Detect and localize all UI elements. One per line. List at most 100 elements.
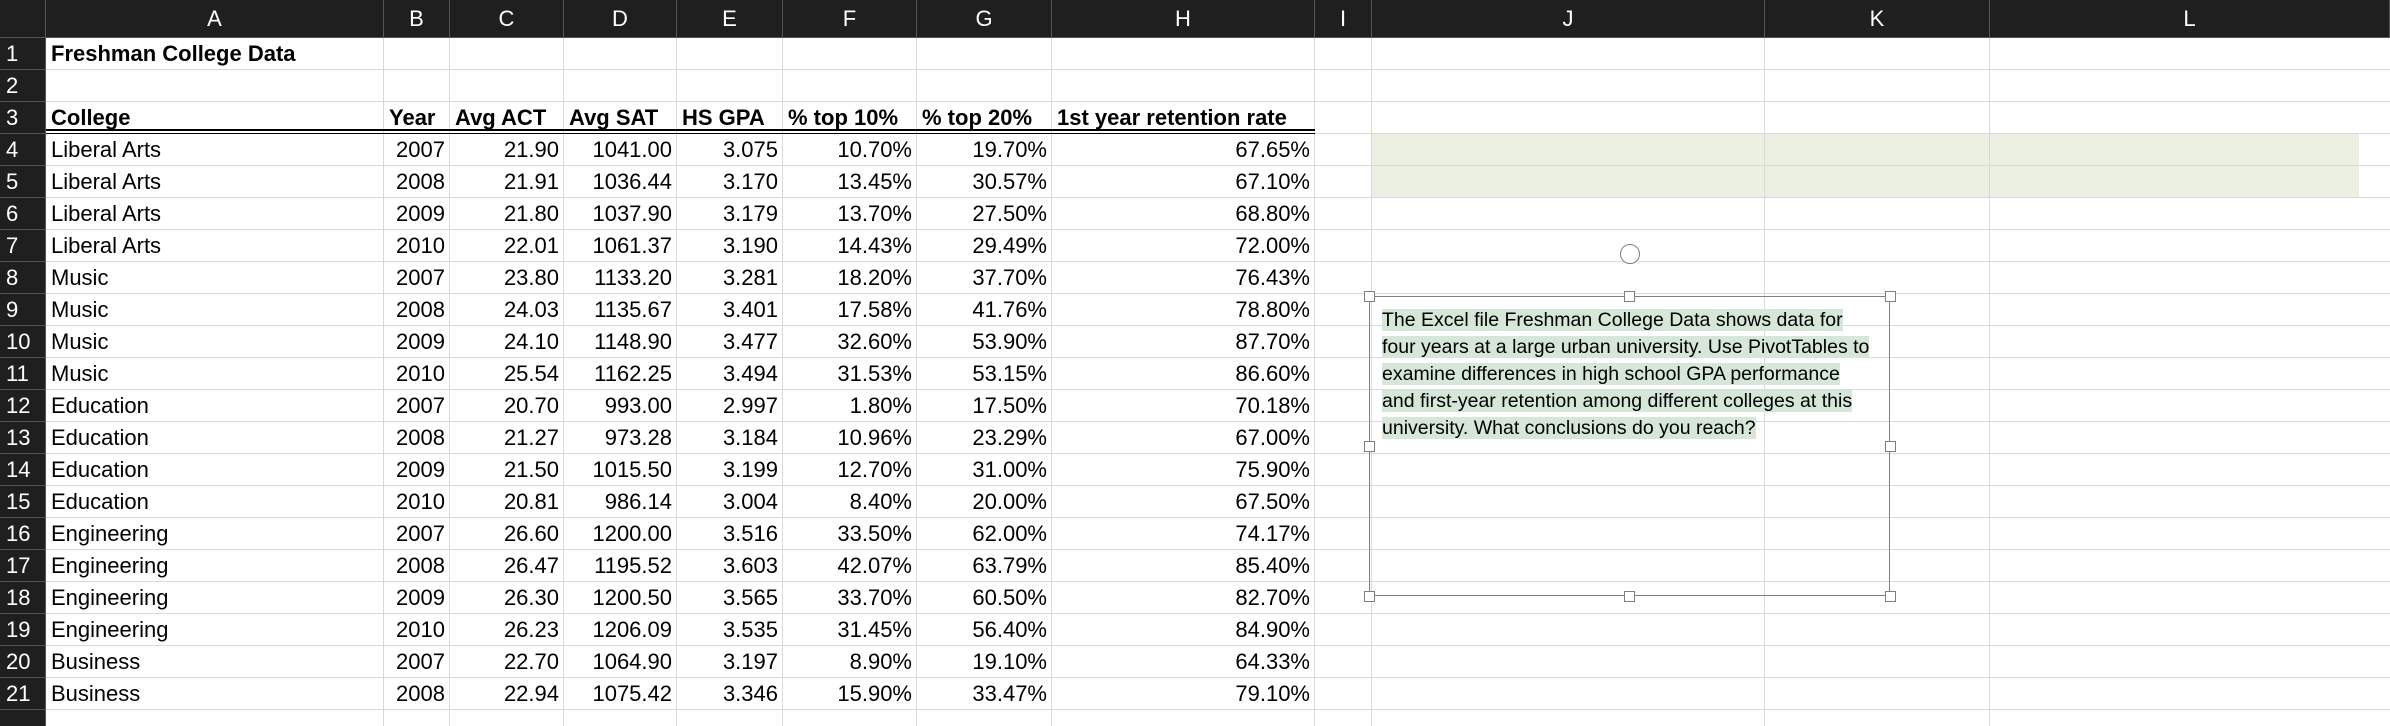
cell: 1133.20 <box>594 265 672 290</box>
row-header: 20 <box>0 646 46 678</box>
cell: 24.03 <box>503 297 559 322</box>
double-border <box>46 129 1315 131</box>
resize-handle[interactable] <box>1884 290 1896 302</box>
cell: 74.17% <box>1235 521 1310 546</box>
row-header: 9 <box>0 294 46 326</box>
column-header: K <box>1765 0 1990 38</box>
cell: 13.70% <box>837 201 912 226</box>
resize-handle[interactable] <box>1363 440 1375 452</box>
text-box[interactable]: The Excel file Freshman College Data sho… <box>1369 296 1890 596</box>
cell: Education <box>51 457 149 482</box>
cell: Engineering <box>51 617 169 642</box>
col-line <box>782 38 783 726</box>
column-header: C <box>450 0 564 38</box>
cell: Music <box>51 297 109 322</box>
row-header: 17 <box>0 550 46 582</box>
cell: 2008 <box>396 553 445 578</box>
cell: 2008 <box>396 169 445 194</box>
cell: 2007 <box>396 649 445 674</box>
cell: 78.80% <box>1235 297 1310 322</box>
cell: 30.57% <box>972 169 1047 194</box>
cell: 22.70 <box>503 649 559 674</box>
column-header: J <box>1372 0 1765 38</box>
row-line <box>46 197 2390 198</box>
cell: HS GPA <box>682 105 765 130</box>
cell: 60.50% <box>972 585 1047 610</box>
cell: 2010 <box>396 233 445 258</box>
cell: 85.40% <box>1235 553 1310 578</box>
cell: 64.33% <box>1235 649 1310 674</box>
rotate-handle[interactable] <box>1620 244 1640 264</box>
cell: 22.94 <box>503 681 559 706</box>
cell: 3.179 <box>722 201 778 226</box>
col-line <box>676 38 677 726</box>
cell: 1200.50 <box>592 585 672 610</box>
resize-handle[interactable] <box>1623 290 1635 302</box>
cell: 23.80 <box>503 265 559 290</box>
row-line <box>46 677 2390 678</box>
row-line <box>46 453 2390 454</box>
row-line <box>46 709 2390 710</box>
cell: 20.81 <box>503 489 559 514</box>
cell: 10.96% <box>837 425 912 450</box>
row-header <box>0 710 46 726</box>
row-header: 1 <box>0 38 46 70</box>
cell: 1135.67 <box>594 297 672 322</box>
cell: 3.190 <box>722 233 778 258</box>
column-header: B <box>384 0 450 38</box>
column-header: I <box>1315 0 1372 38</box>
cell: 3.494 <box>722 361 778 386</box>
cell: 986.14 <box>604 489 672 514</box>
cell: 973.28 <box>604 425 672 450</box>
col-line <box>449 38 450 726</box>
resize-handle[interactable] <box>1363 590 1375 602</box>
cell: 21.80 <box>503 201 559 226</box>
cell: 8.90% <box>849 649 912 674</box>
cell: 1061.37 <box>592 233 672 258</box>
cell: 1075.42 <box>592 681 672 706</box>
row-line <box>46 69 2390 70</box>
cell: 2010 <box>396 489 445 514</box>
cell: 53.90% <box>972 329 1047 354</box>
row-header: 21 <box>0 678 46 710</box>
resize-handle[interactable] <box>1884 590 1896 602</box>
cell: 3.199 <box>722 457 778 482</box>
col-line <box>563 38 564 726</box>
cell: 2009 <box>396 201 445 226</box>
cell: 76.43% <box>1235 265 1310 290</box>
cell: 2007 <box>396 137 445 162</box>
col-line <box>1314 38 1315 726</box>
cell: 2010 <box>396 617 445 642</box>
resize-handle[interactable] <box>1884 440 1896 452</box>
cell: 3.346 <box>722 681 778 706</box>
cell: 21.91 <box>503 169 559 194</box>
cell: 68.80% <box>1235 201 1310 226</box>
cell: 2008 <box>396 297 445 322</box>
row-line <box>46 229 2390 230</box>
resize-handle[interactable] <box>1363 290 1375 302</box>
cell: 21.90 <box>503 137 559 162</box>
cell: 79.10% <box>1235 681 1310 706</box>
cell: 13.45% <box>837 169 912 194</box>
cell: Education <box>51 393 149 418</box>
row-header: 5 <box>0 166 46 198</box>
column-header: L <box>1990 0 2390 38</box>
cell: 15.90% <box>837 681 912 706</box>
cell: 33.47% <box>972 681 1047 706</box>
cell: 12.70% <box>837 457 912 482</box>
cell: 20.70 <box>503 393 559 418</box>
cell: 3.004 <box>722 489 778 514</box>
resize-handle[interactable] <box>1623 590 1635 602</box>
cell: Engineering <box>51 585 169 610</box>
cell: Education <box>51 489 149 514</box>
cell: 62.00% <box>972 521 1047 546</box>
cell: 27.50% <box>972 201 1047 226</box>
cell: 86.60% <box>1235 361 1310 386</box>
cell: 75.90% <box>1235 457 1310 482</box>
cell: 56.40% <box>972 617 1047 642</box>
cell: 87.70% <box>1235 329 1310 354</box>
cell: 2007 <box>396 393 445 418</box>
row-line <box>46 325 2390 326</box>
row-header: 19 <box>0 614 46 646</box>
